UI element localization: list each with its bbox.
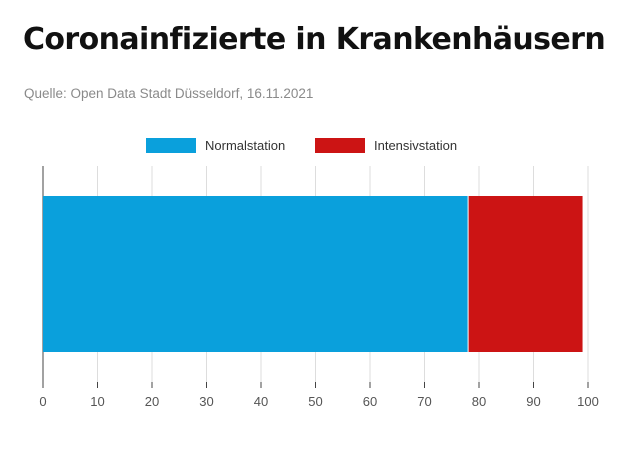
tick-label-50: 50 (308, 394, 322, 409)
legend-swatch-intensivstation (315, 138, 365, 153)
chart-title: Coronainfizierte in Krankenhäusern (23, 22, 606, 57)
legend-label-intensivstation: Intensivstation (374, 138, 458, 153)
tick-label-100: 100 (577, 394, 599, 409)
tick-label-30: 30 (199, 394, 213, 409)
tick-label-90: 90 (526, 394, 540, 409)
tick-label-80: 80 (472, 394, 486, 409)
chart-source: Quelle: Open Data Stadt Düsseldorf, 16.1… (24, 86, 314, 101)
tick-label-10: 10 (90, 394, 104, 409)
tick-label-0: 0 (39, 394, 46, 409)
tick-label-40: 40 (254, 394, 268, 409)
legend: Normalstation Intensivstation (0, 136, 640, 156)
tick-label-60: 60 (363, 394, 377, 409)
tick-label-70: 70 (417, 394, 431, 409)
bar-normalstation (43, 196, 469, 352)
bar-intensivstation (468, 196, 583, 352)
legend-swatch-normalstation (146, 138, 196, 153)
tick-label-20: 20 (145, 394, 159, 409)
legend-label-normalstation: Normalstation (205, 138, 286, 153)
